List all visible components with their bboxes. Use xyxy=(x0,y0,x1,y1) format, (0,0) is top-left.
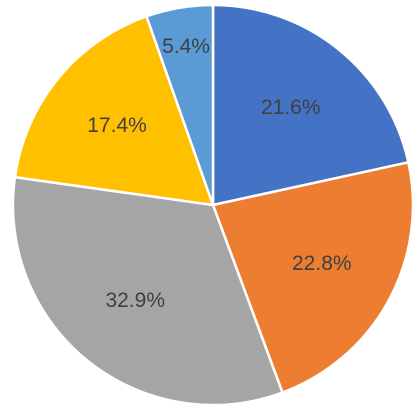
data-label: 21.6% xyxy=(261,96,321,119)
pie-slice xyxy=(144,3,215,206)
pie-slice xyxy=(11,175,285,407)
data-label: 22.8% xyxy=(292,252,352,275)
data-label: 32.9% xyxy=(105,289,165,312)
pie-slice xyxy=(13,14,215,207)
data-label: 17.4% xyxy=(87,114,147,137)
pie-slice xyxy=(211,3,410,207)
data-label: 5.4% xyxy=(162,35,210,58)
pie-slice xyxy=(211,160,415,395)
